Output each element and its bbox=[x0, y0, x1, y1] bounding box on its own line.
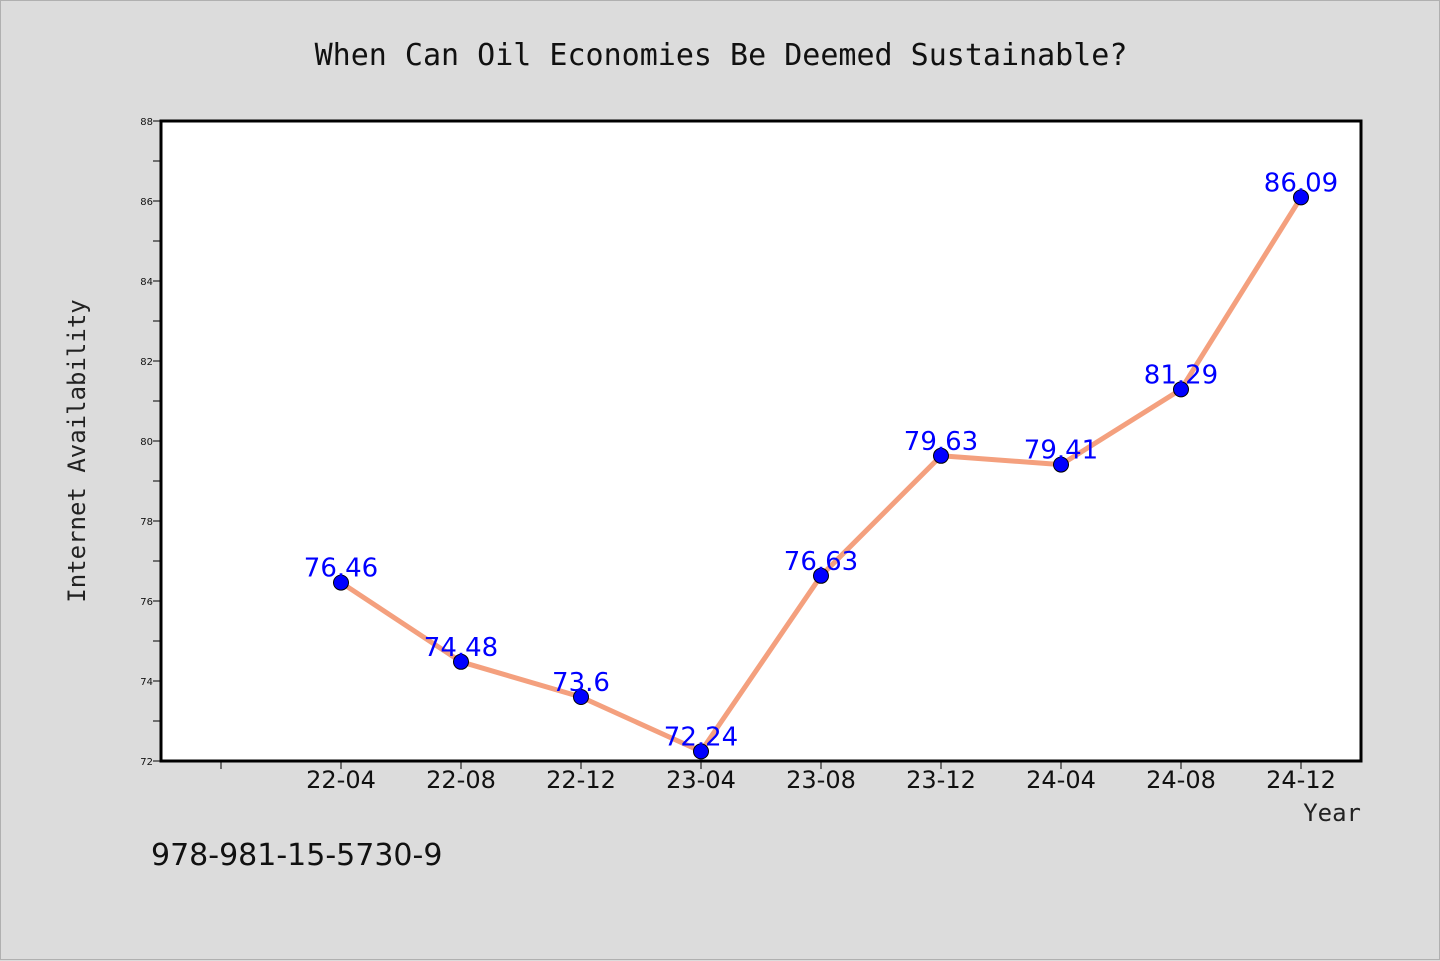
y-tick-label: 74 bbox=[140, 677, 153, 688]
isbn-text: 978-981-15-5730-9 bbox=[151, 838, 442, 873]
x-tick-label: 24-12 bbox=[1266, 766, 1336, 794]
series-group bbox=[333, 189, 1309, 760]
data-label: 72.24 bbox=[664, 722, 738, 752]
y-axis-ticks: 72 74 76 78 80 82 84 86 88 bbox=[140, 117, 161, 768]
y-tick-label: 84 bbox=[140, 277, 153, 288]
data-point-marker bbox=[1173, 381, 1189, 398]
x-tick-label: 24-08 bbox=[1146, 766, 1216, 794]
plot-area bbox=[161, 121, 1361, 761]
x-tick-label: 22-08 bbox=[426, 766, 496, 794]
y-tick-label: 86 bbox=[140, 197, 153, 208]
data-label: 76.63 bbox=[784, 547, 858, 577]
data-label: 79.63 bbox=[904, 427, 978, 457]
x-tick-label: 22-04 bbox=[306, 766, 376, 794]
x-axis-ticks: 22-04 22-08 22-12 23-04 23-08 23-12 24-04 24-08… bbox=[220, 761, 1336, 794]
data-point-marker bbox=[813, 567, 829, 584]
y-tick-label: 88 bbox=[140, 117, 153, 128]
data-label: 73.6 bbox=[552, 668, 610, 698]
x-tick-label: 22-12 bbox=[546, 766, 616, 794]
x-axis-label: Year bbox=[1303, 799, 1361, 827]
data-point-marker bbox=[693, 743, 709, 760]
data-label: 86.09 bbox=[1264, 168, 1338, 198]
data-label: 79.41 bbox=[1024, 436, 1098, 466]
data-labels-group: 76.46 74.48 73.6 72.24 76.63 79.63 79.41 81.29 8… bbox=[304, 168, 1338, 752]
data-label: 76.46 bbox=[304, 554, 378, 584]
x-tick-label: 23-08 bbox=[786, 766, 856, 794]
data-label: 81.29 bbox=[1144, 360, 1218, 390]
x-tick-label: 23-04 bbox=[666, 766, 736, 794]
x-tick-label: 24-04 bbox=[1026, 766, 1096, 794]
data-point-marker bbox=[333, 574, 349, 591]
data-point-marker bbox=[1293, 189, 1309, 206]
y-axis-label: Internet Availability bbox=[63, 299, 91, 602]
y-tick-label: 78 bbox=[140, 517, 153, 528]
x-tick-label: 23-12 bbox=[906, 766, 976, 794]
data-point-marker bbox=[933, 447, 949, 464]
y-tick-label: 82 bbox=[140, 357, 153, 368]
y-tick-label: 76 bbox=[140, 597, 153, 608]
chart-title: When Can Oil Economies Be Deemed Sustain… bbox=[315, 38, 1128, 73]
data-point-marker bbox=[573, 689, 589, 705]
data-label: 74.48 bbox=[424, 633, 498, 663]
y-tick-label: 80 bbox=[140, 437, 153, 448]
y-tick-label: 72 bbox=[140, 757, 153, 768]
data-point-marker bbox=[1053, 456, 1069, 473]
data-point-marker bbox=[453, 653, 469, 670]
plot-frame bbox=[159, 119, 1363, 763]
